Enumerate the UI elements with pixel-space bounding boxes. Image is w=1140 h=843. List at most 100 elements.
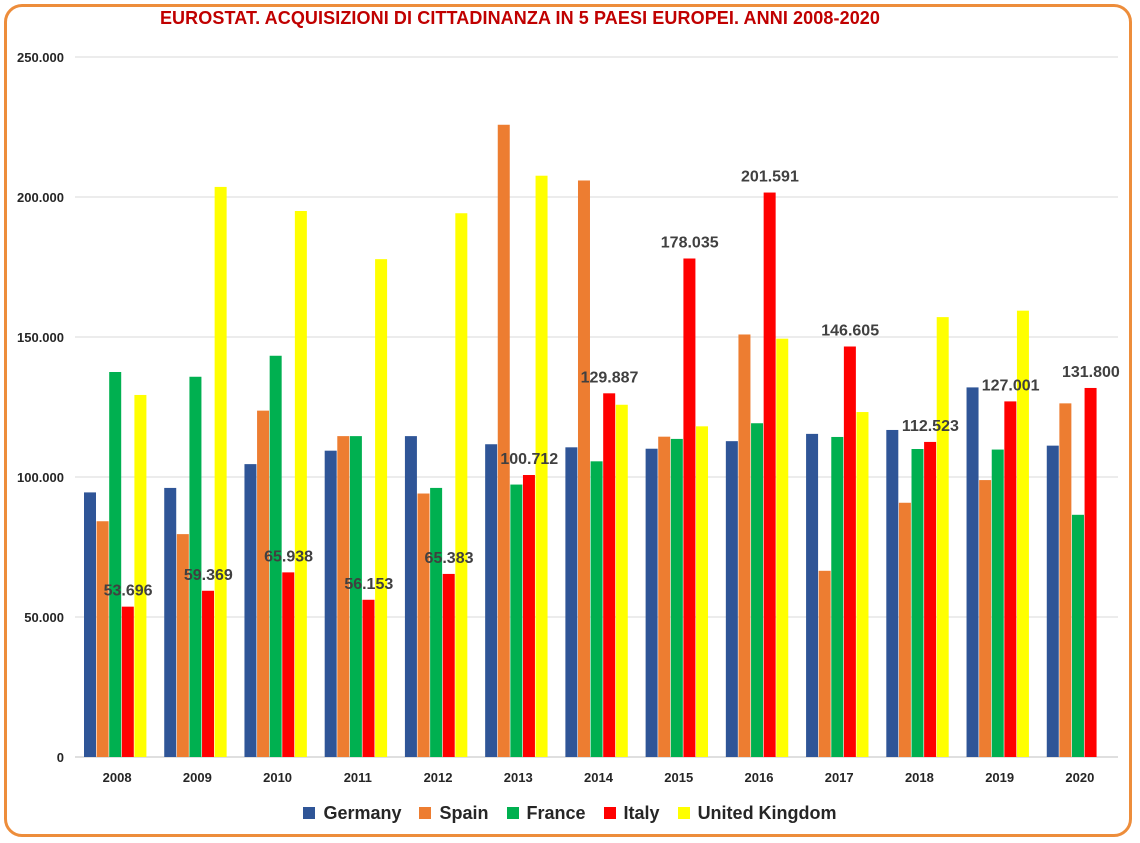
bar-united-kingdom-2011 bbox=[375, 259, 388, 757]
bar-spain-2014 bbox=[577, 180, 590, 758]
y-tick-label: 250.000 bbox=[17, 50, 64, 65]
legend-swatch bbox=[677, 807, 690, 819]
bar-france-2009 bbox=[189, 376, 202, 757]
data-label-italy-2008: 53.696 bbox=[104, 583, 153, 600]
legend-label: United Kingdom bbox=[697, 802, 837, 823]
legend-swatch bbox=[603, 807, 616, 819]
x-tick-label: 2010 bbox=[263, 770, 292, 785]
bar-italy-2019 bbox=[1004, 401, 1017, 757]
bar-germany-2015 bbox=[645, 448, 658, 757]
y-tick-label: 50.000 bbox=[24, 610, 64, 625]
data-label-italy-2017: 146.605 bbox=[821, 323, 879, 340]
x-tick-label: 2016 bbox=[745, 770, 774, 785]
x-tick-label: 2020 bbox=[1065, 770, 1094, 785]
bar-spain-2015 bbox=[658, 436, 671, 757]
bar-spain-2019 bbox=[979, 480, 992, 757]
bar-italy-2015 bbox=[683, 258, 696, 757]
bar-germany-2009 bbox=[164, 487, 177, 757]
x-tick-label: 2017 bbox=[825, 770, 854, 785]
data-label-italy-2019: 127.001 bbox=[982, 377, 1040, 394]
bar-germany-2014 bbox=[565, 447, 578, 757]
bar-italy-2017 bbox=[843, 346, 856, 757]
bar-spain-2012 bbox=[417, 493, 430, 757]
bar-france-2012 bbox=[430, 487, 443, 757]
bar-france-2020 bbox=[1071, 514, 1084, 757]
y-tick-label: 200.000 bbox=[17, 190, 64, 205]
bar-germany-2020 bbox=[1046, 445, 1059, 757]
bar-france-2018 bbox=[911, 449, 924, 757]
legend-swatch bbox=[419, 807, 432, 819]
y-tick-label: 150.000 bbox=[17, 330, 64, 345]
bar-italy-2010 bbox=[282, 572, 295, 757]
data-label-italy-2016: 201.591 bbox=[741, 169, 799, 186]
x-tick-label: 2008 bbox=[103, 770, 132, 785]
bar-united-kingdom-2008 bbox=[134, 394, 147, 757]
x-tick-label: 2018 bbox=[905, 770, 934, 785]
legend-item-germany: Germany bbox=[303, 803, 401, 824]
bar-italy-2008 bbox=[121, 606, 134, 757]
bar-germany-2010 bbox=[244, 464, 257, 757]
legend-item-france: France bbox=[506, 802, 586, 824]
legend-label: Spain bbox=[439, 802, 489, 823]
bar-france-2016 bbox=[751, 423, 764, 757]
bar-spain-2018 bbox=[898, 502, 911, 757]
legend-item-italy: Italy bbox=[603, 802, 660, 824]
bar-germany-2013 bbox=[485, 444, 498, 757]
data-label-italy-2020: 131.800 bbox=[1062, 364, 1120, 381]
legend-swatch bbox=[506, 807, 519, 819]
bar-spain-2011 bbox=[337, 436, 350, 757]
bar-united-kingdom-2013 bbox=[535, 175, 548, 758]
x-tick-label: 2013 bbox=[504, 770, 533, 785]
bar-united-kingdom-2010 bbox=[294, 211, 307, 757]
legend-label: Germany bbox=[323, 802, 402, 823]
bar-france-2014 bbox=[590, 461, 603, 757]
bar-germany-2018 bbox=[886, 429, 899, 757]
bar-france-2010 bbox=[269, 355, 282, 757]
bar-italy-2013 bbox=[522, 475, 535, 757]
bar-france-2008 bbox=[109, 372, 122, 757]
data-label-italy-2010: 65.938 bbox=[264, 548, 313, 565]
bar-germany-2016 bbox=[725, 441, 738, 757]
bar-italy-2018 bbox=[924, 441, 937, 757]
bar-france-2017 bbox=[831, 436, 844, 757]
x-tick-label: 2015 bbox=[664, 770, 693, 785]
bar-france-2013 bbox=[510, 484, 523, 757]
chart-title: EUROSTAT. ACQUISIZIONI DI CITTADINANZA I… bbox=[159, 8, 881, 28]
bar-spain-2008 bbox=[96, 521, 109, 757]
bar-france-2019 bbox=[991, 449, 1004, 757]
bar-spain-2010 bbox=[257, 410, 270, 757]
legend-item-united-kingdom: United Kingdom bbox=[677, 802, 837, 824]
legend-label: France bbox=[526, 802, 586, 823]
y-tick-label: 100.000 bbox=[17, 470, 64, 485]
bar-united-kingdom-2015 bbox=[696, 426, 709, 757]
y-tick-label: 0 bbox=[57, 750, 64, 765]
bar-germany-2011 bbox=[324, 450, 337, 757]
bar-spain-2020 bbox=[1059, 403, 1072, 757]
bar-italy-2016 bbox=[763, 192, 776, 758]
legend-label: Italy bbox=[623, 802, 660, 823]
x-tick-label: 2011 bbox=[344, 770, 372, 785]
bar-germany-2019 bbox=[966, 387, 979, 757]
bar-france-2015 bbox=[670, 438, 683, 757]
bar-united-kingdom-2017 bbox=[856, 412, 869, 757]
bar-italy-2014 bbox=[603, 393, 616, 757]
x-tick-label: 2009 bbox=[183, 770, 212, 785]
data-label-italy-2012: 65.383 bbox=[425, 550, 474, 567]
bar-spain-2009 bbox=[176, 534, 189, 757]
bar-spain-2016 bbox=[738, 334, 751, 757]
chart-legend: Germany Spain France Italy United Kingdom bbox=[0, 800, 1140, 826]
bar-united-kingdom-2018 bbox=[936, 317, 949, 757]
bar-italy-2009 bbox=[202, 590, 215, 757]
bar-united-kingdom-2012 bbox=[455, 213, 468, 758]
bar-italy-2012 bbox=[442, 573, 455, 757]
data-label-italy-2015: 178.035 bbox=[661, 235, 719, 252]
x-tick-label: 2019 bbox=[985, 770, 1014, 785]
data-label-italy-2011: 56.153 bbox=[344, 576, 393, 593]
bar-spain-2017 bbox=[818, 570, 831, 757]
bar-france-2011 bbox=[349, 436, 362, 757]
x-tick-label: 2014 bbox=[584, 770, 614, 785]
bar-germany-2017 bbox=[806, 433, 819, 757]
bar-spain-2013 bbox=[497, 124, 510, 757]
legend-item-spain: Spain bbox=[419, 802, 489, 824]
